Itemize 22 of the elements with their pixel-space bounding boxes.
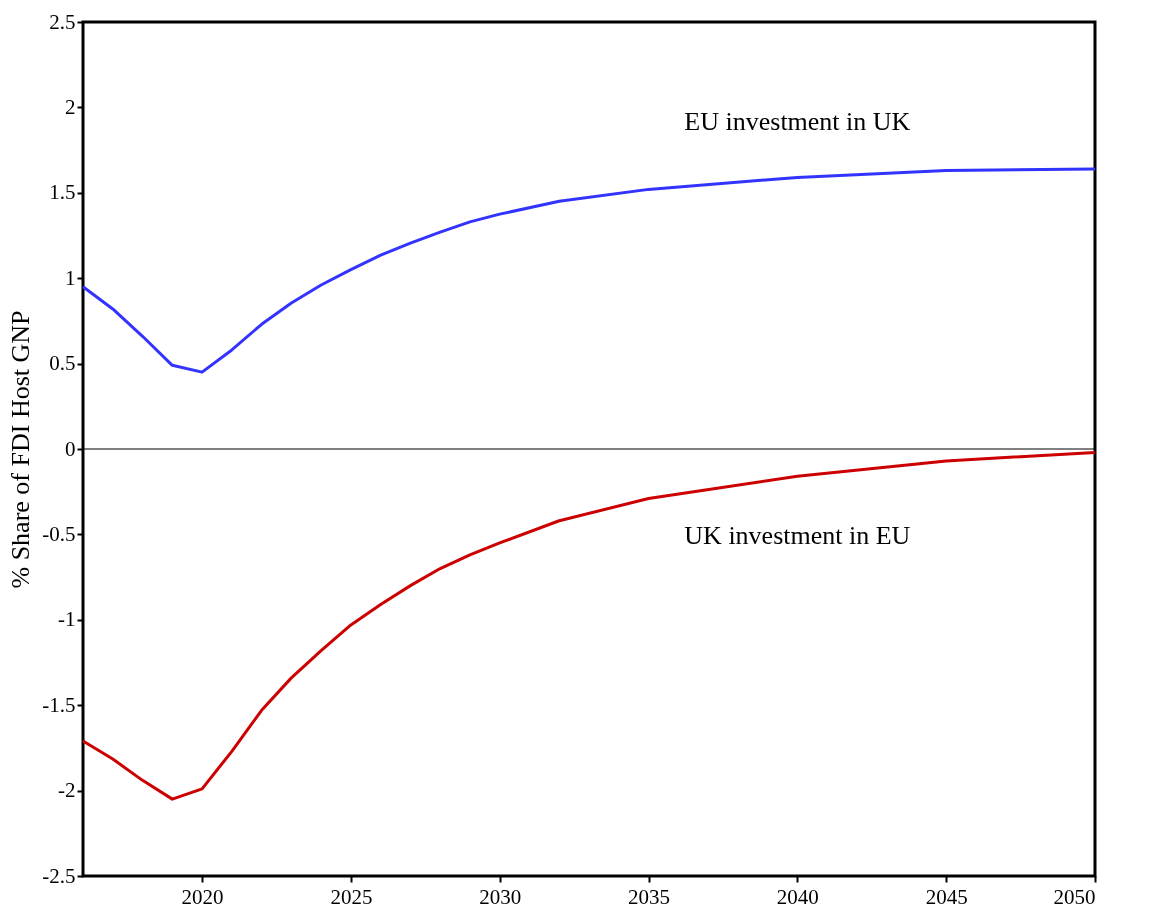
y-tick-label: -0.5 [42,521,76,546]
series-label: EU investment in UK [684,107,911,137]
y-tick-label: -1 [58,607,76,632]
y-tick-label: 2.5 [49,9,76,34]
y-tick-label: -1.5 [42,692,76,717]
x-tick-label: 2025 [330,884,373,909]
y-tick-label: -2 [58,778,76,803]
x-tick-label: 2020 [181,884,224,909]
y-tick-label: -2.5 [42,863,76,888]
y-tick-label: 0 [65,436,76,461]
x-tick-label: 2050 [1053,884,1096,909]
line-series [81,167,1097,374]
y-tick-label: 0.5 [49,351,76,376]
series-label: UK investment in EU [684,521,911,551]
x-tick-label: 2035 [628,884,671,909]
x-tick-label: 2040 [776,884,819,909]
x-tick-label: 2045 [925,884,968,909]
x-tick-label: 2030 [479,884,522,909]
y-tick-label: 1 [65,265,76,290]
y-tick-label: 1.5 [49,180,76,205]
y-tick-label: 2 [65,94,76,119]
y-axis-title: % Share of FDI Host GNP [6,310,36,589]
